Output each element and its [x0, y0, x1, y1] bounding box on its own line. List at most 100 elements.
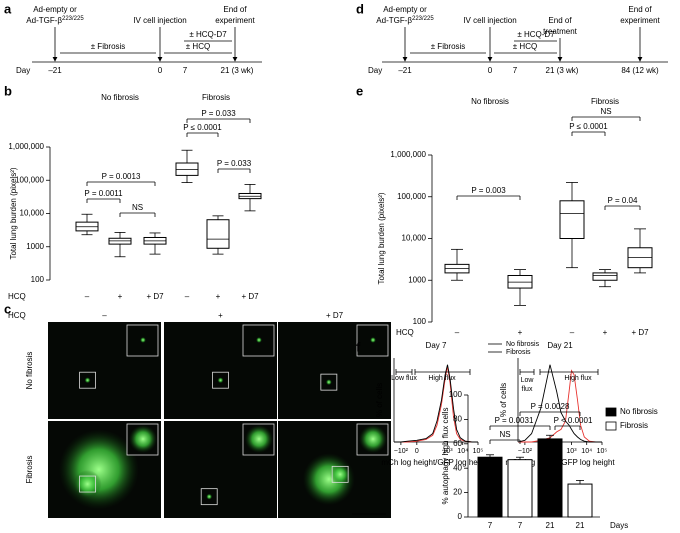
x-tick-label: 21 [546, 521, 555, 530]
fluorescence [330, 464, 351, 485]
y-axis-label: Total lung burden (pixels²) [377, 192, 386, 284]
y-tick-label: 80 [453, 415, 462, 424]
bar [507, 459, 533, 518]
treatment-label: ± HCQ-D7 [517, 30, 555, 39]
row-label: HCQ [396, 328, 414, 337]
y-tick-label: 1,000,000 [8, 142, 44, 151]
y-axis-label: % autophagy high flux cells [441, 408, 450, 505]
x-tick-label: 10⁴ [581, 448, 592, 455]
annotation: P = 0.0031 [495, 416, 534, 425]
roi-box [79, 475, 96, 493]
y-axis-label: % of cells [499, 383, 508, 417]
x-tick-label: 10⁵ [597, 448, 608, 455]
annotation: NS [499, 430, 510, 439]
x-tick-label: 7 [488, 521, 493, 530]
superscript: 223/225 [62, 16, 84, 22]
annotation: P < 0.0001 [554, 416, 593, 425]
y-tick-label: 1000 [26, 242, 44, 251]
inset-fluorescence [370, 337, 376, 343]
x-tick-label: 10⁵ [473, 448, 484, 455]
y-tick-label: 1,000,000 [390, 150, 426, 159]
fluorescence [84, 377, 91, 384]
annotation: NS [600, 107, 611, 116]
x-tick-label: 21 [576, 521, 585, 530]
x-tick-label: – [570, 328, 575, 337]
row-label: HCQ [8, 292, 26, 301]
treatment-label: ± HCQ [513, 42, 537, 51]
day-tick-label: 84 (12 wk) [621, 66, 659, 75]
chart-title: Day 7 [426, 341, 447, 350]
group-label: Fibrosis [591, 97, 619, 106]
y-tick-label: 100 [413, 317, 427, 326]
box [559, 200, 585, 239]
event-label: Ad-empty or [383, 5, 427, 14]
y-tick-label: 100,000 [397, 192, 426, 201]
legend-label: Fibrosis [620, 421, 648, 430]
annotation: P = 0.0028 [531, 402, 570, 411]
day-tick-label: –21 [48, 66, 62, 75]
day-label: Day [16, 66, 30, 75]
day-tick-label: 0 [158, 66, 163, 75]
treatment-label: ± Fibrosis [91, 42, 126, 51]
series-line [394, 366, 478, 443]
panel-letter: e [356, 83, 363, 98]
event-label: experiment [215, 16, 255, 25]
annotation: P = 0.033 [201, 109, 236, 118]
inset-fluorescence [359, 425, 387, 453]
series-line [517, 364, 602, 443]
annotation: NS [132, 203, 143, 212]
event-label: Ad-empty or [33, 5, 77, 14]
x-tick-label: + [603, 328, 608, 337]
group-label: No fibrosis [101, 93, 139, 102]
bar [477, 456, 503, 518]
inset-fluorescence [245, 425, 273, 453]
annotation: P = 0.033 [217, 159, 252, 168]
fluorescence [73, 470, 102, 499]
y-tick-label: 40 [453, 463, 462, 472]
y-tick-label: 10,000 [20, 209, 45, 218]
x-axis-label: mCh log height/GFP log height [381, 458, 491, 467]
event-label: End of [548, 16, 572, 25]
event-label: IV cell injection [463, 16, 516, 25]
column-label: + D7 [326, 311, 344, 320]
superscript: 223/225 [412, 16, 434, 22]
gate-label: flux [522, 386, 533, 393]
annotation: P ≤ 0.0001 [183, 123, 222, 132]
x-tick-label: 10³ [566, 448, 577, 455]
inset-fluorescence [256, 337, 262, 343]
x-tick-label: 10⁴ [457, 448, 468, 455]
event-label: treatment [543, 27, 578, 36]
x-tick-label: – [85, 292, 90, 301]
inset-fluorescence [140, 337, 146, 343]
day-tick-label: 7 [183, 66, 188, 75]
annotation: P ≤ 0.0001 [569, 122, 608, 131]
y-axis-label: Total lung burden (pixels²) [9, 167, 18, 259]
x-tick-label: −10² [394, 448, 409, 455]
treatment-label: ± Fibrosis [431, 42, 466, 51]
x-tick-label: + [118, 292, 123, 301]
box [592, 272, 618, 281]
inset-fluorescence [129, 425, 157, 453]
gate-label: High flux [428, 375, 456, 382]
y-tick-label: 100 [31, 275, 45, 284]
roi-box [212, 371, 229, 389]
event-label: Ad-TGF-β223/225 [376, 16, 434, 26]
roi-box [200, 488, 218, 506]
group-label: Fibrosis [202, 93, 230, 102]
fluorescence [206, 493, 213, 500]
row-label: Fibrosis [25, 455, 34, 483]
gate-label: High flux [564, 375, 592, 382]
group-label: No fibrosis [471, 97, 509, 106]
panel-letter: a [4, 1, 12, 16]
day-tick-label: 0 [488, 66, 493, 75]
column-label: – [102, 311, 107, 320]
fluorescence [217, 377, 224, 384]
legend-swatch [605, 421, 617, 431]
y-tick-label: 0 [458, 512, 463, 521]
gate-label: Low [521, 377, 535, 384]
panel-letter: b [4, 83, 12, 98]
y-tick-label: 1000 [408, 275, 426, 284]
legend-swatch [605, 407, 617, 417]
y-tick-label: 10,000 [402, 234, 427, 243]
